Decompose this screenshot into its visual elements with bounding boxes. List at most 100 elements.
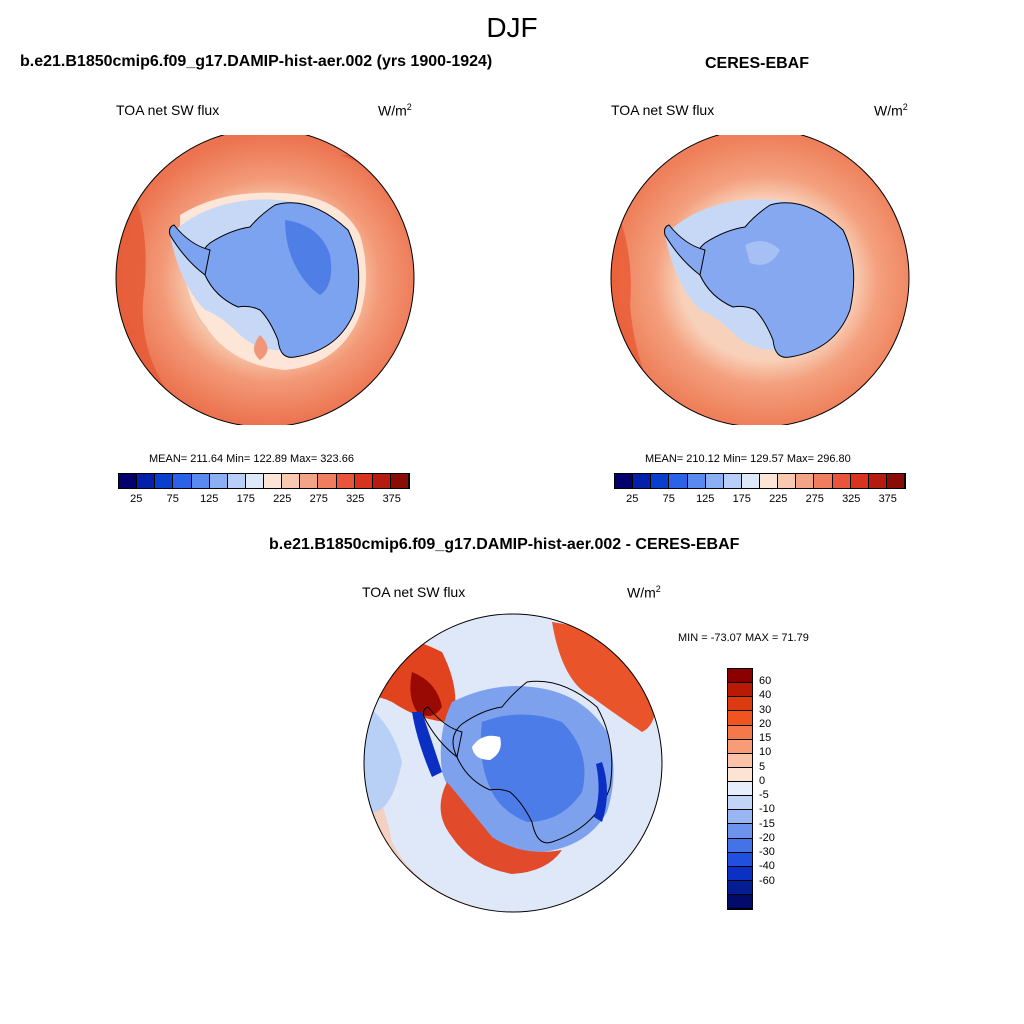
colorbar-box xyxy=(119,474,138,488)
colorbar-tick-label: 15 xyxy=(759,732,772,745)
colorbar-tick-label: 275 xyxy=(309,493,328,505)
colorbar-box xyxy=(728,683,752,698)
colorbar-tick-label: 0 xyxy=(759,774,766,787)
colorbar-box xyxy=(728,895,752,910)
panel-3-colorbar xyxy=(727,668,753,910)
colorbar-box xyxy=(741,474,760,488)
colorbar-box xyxy=(728,838,752,853)
panel-2-variable: TOA net SW flux xyxy=(611,102,715,118)
colorbar-box xyxy=(390,474,409,488)
colorbar-tick-label: 25 xyxy=(626,493,639,505)
colorbar-tick-label: 75 xyxy=(166,493,179,505)
colorbar-tick-label: 275 xyxy=(805,493,824,505)
colorbar-tick-label: 25 xyxy=(130,493,143,505)
colorbar-tick-label: 40 xyxy=(759,689,772,702)
colorbar-box xyxy=(155,474,174,488)
colorbar-box xyxy=(728,697,752,712)
colorbar-box xyxy=(615,474,634,488)
colorbar-box xyxy=(633,474,652,488)
colorbar-tick-label: 30 xyxy=(759,703,772,716)
colorbar-tick-label: -30 xyxy=(759,846,775,859)
panel-1-variable: TOA net SW flux xyxy=(116,102,220,118)
panel-2-colorbar xyxy=(614,473,906,489)
colorbar-box xyxy=(728,725,752,740)
colorbar-tick-label: 225 xyxy=(769,493,788,505)
panel-1-title: b.e21.B1850cmip6.f09_g17.DAMIP-hist-aer.… xyxy=(20,53,493,70)
colorbar-box xyxy=(227,474,246,488)
colorbar-tick-label: 75 xyxy=(662,493,675,505)
colorbar-tick-label: 5 xyxy=(759,760,766,773)
colorbar-box xyxy=(728,669,752,684)
colorbar-tick-label: 375 xyxy=(878,493,897,505)
colorbar-box xyxy=(669,474,688,488)
colorbar-box xyxy=(796,474,815,488)
colorbar-box xyxy=(282,474,301,488)
colorbar-tick-label: 20 xyxy=(759,717,772,730)
panel-2-title: CERES-EBAF xyxy=(705,55,810,72)
panel-3-stats: MIN = -73.07 MAX = 71.79 xyxy=(678,632,809,644)
colorbar-tick-label: -20 xyxy=(759,831,775,844)
colorbar-tick-label: -60 xyxy=(759,874,775,887)
colorbar-tick-label: 325 xyxy=(842,493,861,505)
colorbar-tick-label: -15 xyxy=(759,817,775,830)
colorbar-tick-label: -5 xyxy=(759,789,769,802)
colorbar-box xyxy=(723,474,742,488)
colorbar-tick-label: -40 xyxy=(759,860,775,873)
colorbar-box xyxy=(651,474,670,488)
colorbar-tick-label: -10 xyxy=(759,803,775,816)
colorbar-box xyxy=(336,474,355,488)
colorbar-box xyxy=(264,474,283,488)
colorbar-tick-label: 125 xyxy=(696,493,715,505)
colorbar-box xyxy=(245,474,264,488)
colorbar-box xyxy=(728,739,752,754)
colorbar-box xyxy=(728,810,752,825)
colorbar-tick-label: 325 xyxy=(346,493,365,505)
panel-2-colorbar-labels: 25 75 125 175 225 275 325 375 xyxy=(614,493,906,507)
colorbar-tick-label: 225 xyxy=(273,493,292,505)
colorbar-box xyxy=(886,474,905,488)
panel-1-map xyxy=(115,135,415,425)
panel-3-colorbar-labels: 60 40 30 20 15 10 5 0 -5 -10 -15 -20 -30 -40 -60 xyxy=(759,668,799,910)
colorbar-box xyxy=(760,474,779,488)
panel-3-map xyxy=(363,613,663,913)
colorbar-box xyxy=(173,474,192,488)
colorbar-tick-label: 375 xyxy=(382,493,401,505)
colorbar-tick-label: 175 xyxy=(236,493,255,505)
colorbar-box xyxy=(728,753,752,768)
colorbar-box xyxy=(728,767,752,782)
colorbar-box xyxy=(209,474,228,488)
colorbar-box xyxy=(372,474,391,488)
colorbar-box xyxy=(354,474,373,488)
colorbar-tick-label: 125 xyxy=(200,493,219,505)
colorbar-box xyxy=(318,474,337,488)
panel-1-stats: MEAN= 211.64 Min= 122.89 Max= 323.66 xyxy=(149,453,354,465)
season-title: DJF xyxy=(486,12,538,43)
colorbar-box xyxy=(728,782,752,797)
panel-3-variable: TOA net SW flux xyxy=(362,584,466,600)
panel-2-map xyxy=(610,135,910,425)
colorbar-box xyxy=(868,474,887,488)
panel-2-units: W/m2 xyxy=(874,102,908,119)
panel-1-colorbar-labels: 25 75 125 175 225 275 325 375 xyxy=(118,493,410,507)
colorbar-box xyxy=(728,880,752,895)
panel-2-stats: MEAN= 210.12 Min= 129.57 Max= 296.80 xyxy=(645,453,851,465)
colorbar-box xyxy=(728,711,752,726)
colorbar-box xyxy=(137,474,156,488)
colorbar-box xyxy=(728,866,752,881)
panel-3-units: W/m2 xyxy=(627,584,661,601)
colorbar-box xyxy=(728,852,752,867)
colorbar-box xyxy=(850,474,869,488)
colorbar-box xyxy=(728,796,752,811)
colorbar-box xyxy=(705,474,724,488)
colorbar-box xyxy=(728,824,752,839)
panel-1-units: W/m2 xyxy=(378,102,412,119)
colorbar-tick-label: 10 xyxy=(759,746,772,759)
colorbar-tick-label: 60 xyxy=(759,675,772,688)
colorbar-box xyxy=(300,474,319,488)
colorbar-box xyxy=(687,474,706,488)
colorbar-box xyxy=(832,474,851,488)
panel-1-colorbar xyxy=(118,473,410,489)
colorbar-tick-label: 175 xyxy=(732,493,751,505)
colorbar-box xyxy=(814,474,833,488)
